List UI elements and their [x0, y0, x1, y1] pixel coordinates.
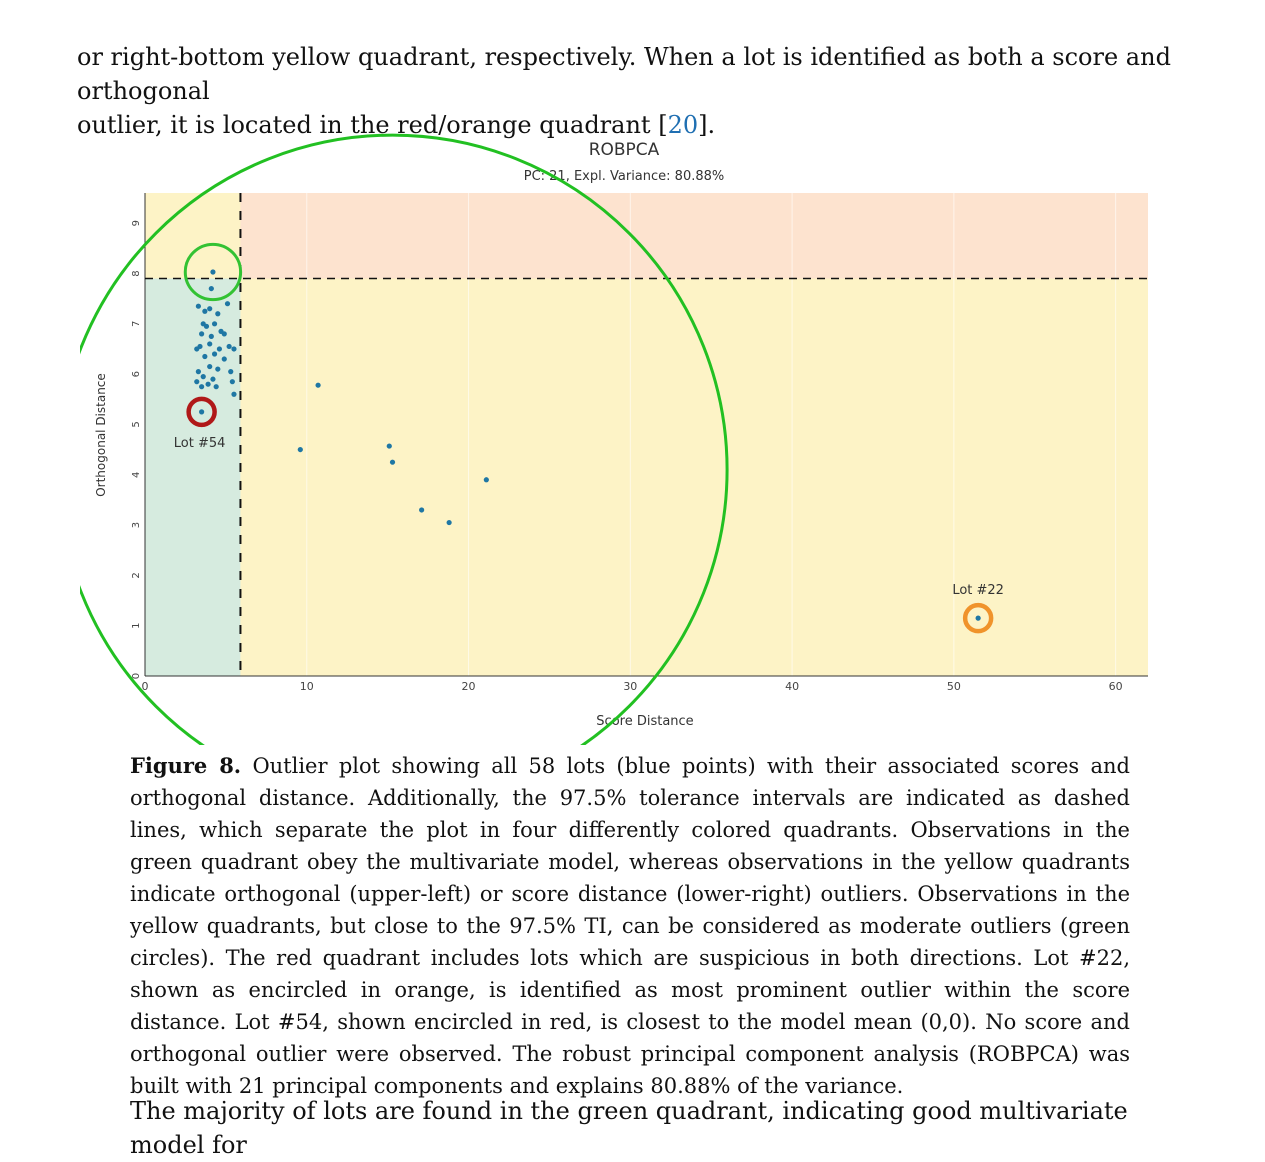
- data-point: [208, 285, 214, 292]
- data-point: [207, 306, 213, 312]
- data-point: [224, 301, 231, 307]
- data-point: [207, 341, 213, 347]
- x-tick-label: 0: [142, 680, 149, 693]
- y-tick-label: 7: [131, 321, 142, 327]
- data-point: [446, 519, 452, 526]
- y-tick-label: 5: [131, 421, 142, 427]
- x-tick-label: 50: [947, 680, 961, 693]
- y-tick-label: 2: [131, 572, 142, 578]
- data-point: [297, 446, 303, 453]
- figure-caption-text: Outlier plot showing all 58 lots (blue p…: [130, 754, 1130, 1098]
- y-tick-label: 4: [131, 472, 142, 478]
- data-point: [210, 269, 216, 275]
- y-tick-label: 0: [131, 673, 142, 679]
- plot-area: 0 10 20 30 40 50 60 0 1 2 3 4 5 6 7 8 9 ROBPCA PC: 21, Exp…: [80, 133, 1148, 745]
- data-point: [389, 459, 396, 465]
- data-point: [205, 381, 211, 387]
- lot-label: Lot #54: [174, 436, 226, 451]
- top-paragraph: or right-bottom yellow quadrant, respect…: [77, 40, 1187, 142]
- x-tick-label: 10: [300, 680, 314, 693]
- data-point: [202, 308, 208, 314]
- y-tick-label: 3: [131, 522, 142, 528]
- lot-ring: [962, 602, 994, 634]
- yellow-quadrant-upper-left: [145, 193, 241, 279]
- lot-ring: [186, 396, 217, 428]
- y-tick-label: 1: [131, 623, 142, 629]
- data-point: [386, 443, 392, 449]
- y-axis-label: Orthogonal Distance: [94, 373, 108, 497]
- data-point: [194, 379, 200, 385]
- data-point: [194, 346, 200, 352]
- data-point: [228, 369, 234, 375]
- top-paragraph-line1: or right-bottom yellow quadrant, respect…: [77, 43, 1171, 105]
- x-tick-label: 40: [785, 680, 799, 693]
- data-point: [315, 382, 321, 388]
- y-tick-label: 9: [131, 220, 142, 226]
- data-point: [207, 363, 213, 370]
- data-point: [200, 374, 206, 380]
- bottom-paragraph: The majority of lots are found in the gr…: [130, 1094, 1190, 1162]
- data-point: [213, 384, 219, 390]
- y-tick-label: 6: [131, 371, 142, 377]
- outlier-chart: 0 10 20 30 40 50 60 0 1 2 3 4 5 6 7 8 9 ROBPCA PC: 21, Exp…: [80, 133, 1148, 745]
- chart-subtitle: PC: 21, Expl. Variance: 80.88%: [524, 169, 725, 184]
- data-point: [419, 507, 425, 513]
- data-point: [210, 376, 216, 382]
- green-quadrant: [145, 278, 241, 676]
- bottom-paragraph-text: The majority of lots are found in the gr…: [130, 1097, 1128, 1159]
- x-tick-label: 20: [462, 680, 476, 693]
- data-point: [195, 369, 201, 375]
- x-axis-label: Score Distance: [596, 714, 693, 729]
- data-point: [975, 615, 981, 621]
- data-point: [202, 353, 208, 360]
- data-point: [216, 346, 223, 352]
- red-quadrant: [240, 193, 1148, 279]
- chart-title: ROBPCA: [589, 140, 660, 160]
- x-tick-label: 30: [623, 680, 637, 693]
- data-point: [215, 366, 221, 372]
- data-point: [199, 384, 205, 390]
- data-point: [226, 343, 232, 350]
- data-point: [483, 477, 489, 483]
- top-paragraph-end: ].: [698, 111, 716, 139]
- data-point: [221, 331, 227, 337]
- x-tick-label: 60: [1109, 680, 1123, 693]
- citation-link[interactable]: 20: [667, 111, 699, 139]
- data-point: [208, 333, 214, 339]
- data-point: [195, 303, 201, 309]
- moderate-outlier-circle: [80, 133, 729, 745]
- data-point: [211, 351, 218, 357]
- data-point: [229, 379, 235, 385]
- figure-label: Figure 8.: [130, 753, 242, 778]
- data-point: [231, 346, 237, 352]
- data-point: [203, 323, 210, 329]
- data-point: [215, 311, 221, 317]
- figure-caption: Figure 8. Outlier plot showing all 58 lo…: [130, 750, 1130, 1102]
- data-point: [221, 356, 227, 362]
- data-point: [199, 409, 205, 415]
- data-point: [231, 391, 237, 397]
- y-tick-label: 8: [131, 270, 142, 276]
- data-point: [199, 331, 205, 337]
- data-point: [211, 321, 218, 327]
- moderate-outlier-circle: [183, 242, 243, 302]
- lot-label: Lot #22: [952, 583, 1004, 598]
